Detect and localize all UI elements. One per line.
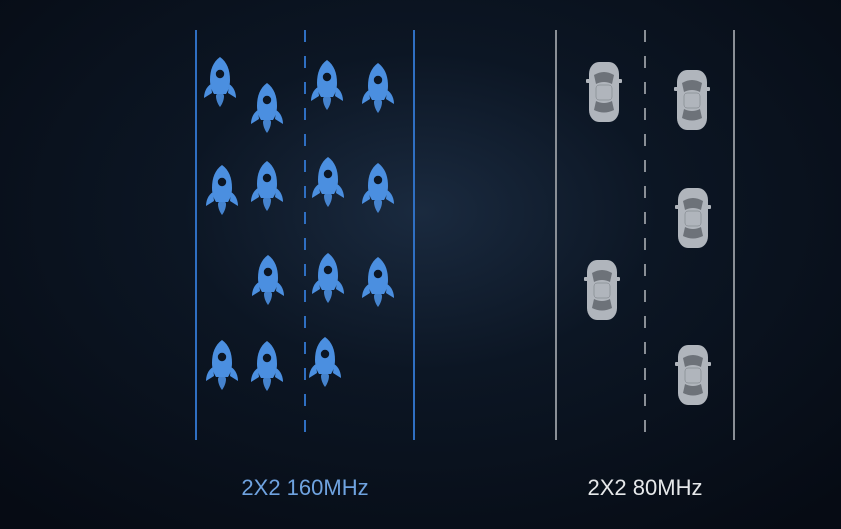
rocket-icon <box>247 340 287 392</box>
lane-line <box>555 30 557 440</box>
label-80mhz: 2X2 80MHz <box>588 475 703 501</box>
rocket-icon <box>202 164 242 216</box>
car-icon <box>586 59 622 125</box>
rocket-icon <box>308 156 348 208</box>
rocket-icon <box>358 256 398 308</box>
rocket-icon <box>248 254 288 306</box>
rocket-icon <box>202 164 242 216</box>
lane-center-dashed <box>644 30 646 440</box>
rocket-icon <box>358 162 398 214</box>
car-icon <box>586 59 622 125</box>
lane-line <box>413 30 415 440</box>
rocket-icon <box>248 254 288 306</box>
rocket-icon <box>307 59 347 111</box>
rocket-icon <box>358 162 398 214</box>
car-icon <box>674 67 710 133</box>
car-icon <box>675 342 711 408</box>
rocket-icon <box>200 56 240 108</box>
rocket-icon <box>247 82 287 134</box>
rocket-icon <box>308 252 348 304</box>
rocket-icon <box>308 252 348 304</box>
rocket-icon <box>358 256 398 308</box>
lane-line <box>195 30 197 440</box>
rocket-icon <box>358 62 398 114</box>
rocket-icon <box>247 160 287 212</box>
car-icon <box>675 185 711 251</box>
rocket-icon <box>358 62 398 114</box>
rocket-icon <box>247 160 287 212</box>
bandwidth-comparison-diagram: 2X2 160MHz 2X2 80MHz <box>0 0 841 529</box>
label-160mhz: 2X2 160MHz <box>241 475 368 501</box>
car-icon <box>674 67 710 133</box>
rocket-icon <box>308 156 348 208</box>
rocket-icon <box>202 339 242 391</box>
car-icon <box>584 257 620 323</box>
car-icon <box>675 342 711 408</box>
rocket-icon <box>305 336 345 388</box>
rocket-icon <box>307 59 347 111</box>
rocket-icon <box>200 56 240 108</box>
rocket-icon <box>202 339 242 391</box>
lane-line <box>733 30 735 440</box>
rocket-icon <box>247 82 287 134</box>
rocket-icon <box>305 336 345 388</box>
rocket-icon <box>247 340 287 392</box>
car-icon <box>675 185 711 251</box>
car-icon <box>584 257 620 323</box>
